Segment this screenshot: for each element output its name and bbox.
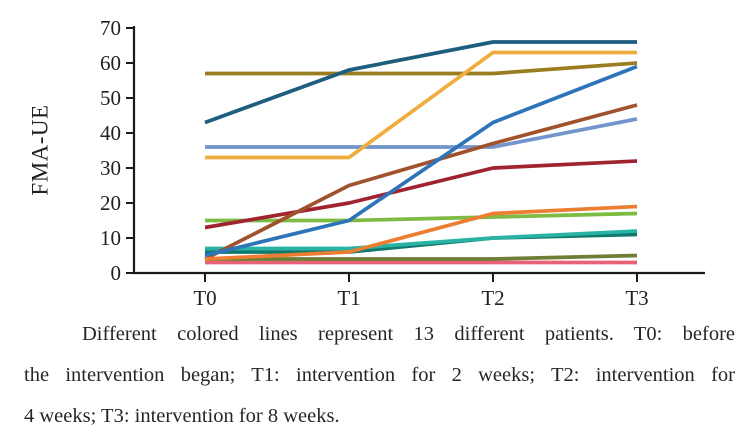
line-patient-10 — [205, 229, 638, 251]
fma-ue-line-chart: FMA-UE 0 10 20 30 40 50 60 70 T0 T1 T2 T3 — [28, 16, 705, 310]
y-tick-label: 0 — [111, 261, 122, 285]
x-tick-label: T1 — [337, 286, 360, 310]
figure-caption: Different colored lines represent 13 dif… — [24, 314, 735, 435]
line-patient-2 — [205, 61, 638, 76]
line-patient-7 — [204, 159, 638, 230]
caption-line-1: Different colored lines represent 13 dif… — [82, 323, 735, 345]
line-patient-12 — [205, 253, 638, 261]
line-patient-4 — [205, 50, 637, 160]
line-patient-3 — [205, 117, 638, 149]
axes-spine — [132, 26, 705, 275]
line-patient-8 — [204, 204, 638, 261]
y-tick-label: 60 — [100, 51, 121, 75]
caption-line-3: 4 weeks; T3: intervention for 8 weeks. — [24, 405, 340, 427]
y-tick-label: 70 — [100, 16, 121, 40]
line-patient-1 — [204, 40, 637, 125]
y-tick-label: 40 — [100, 121, 121, 145]
line-patient-6 — [204, 103, 638, 261]
y-tick-label: 10 — [100, 226, 121, 250]
x-tick-label: T2 — [481, 286, 504, 310]
y-axis-title: FMA-UE — [28, 104, 53, 195]
x-tick-label: T3 — [625, 286, 648, 310]
x-tick-label: T0 — [193, 286, 216, 310]
y-tick-label: 30 — [100, 156, 121, 180]
caption-line-2: the intervention began; T1: intervention… — [24, 364, 735, 386]
line-patient-5 — [204, 64, 638, 258]
y-tick-label: 20 — [100, 191, 121, 215]
y-tick-label: 50 — [100, 86, 121, 110]
